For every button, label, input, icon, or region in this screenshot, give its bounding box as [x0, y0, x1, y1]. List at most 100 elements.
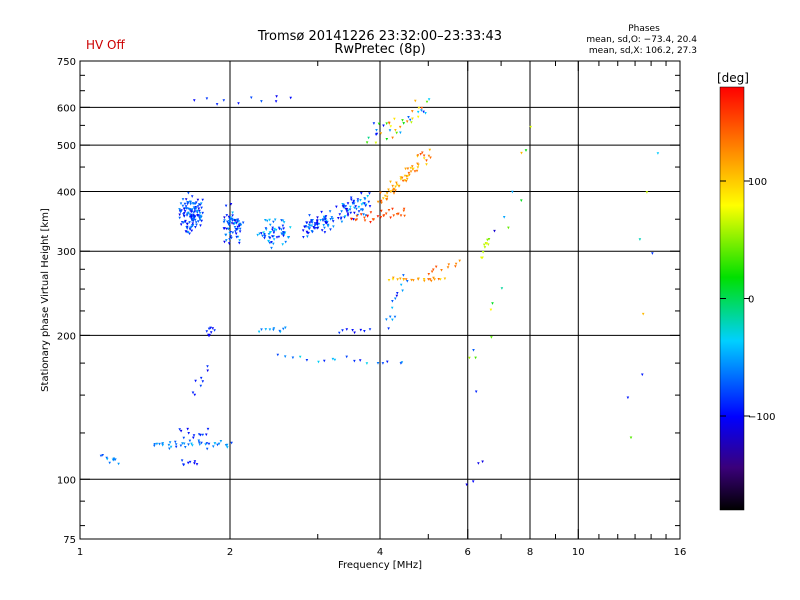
x-tick-label: 6 [465, 547, 471, 558]
data-point [367, 200, 371, 204]
data-point [355, 214, 359, 218]
data-point [487, 243, 490, 246]
data-point [188, 213, 192, 216]
data-point [465, 483, 468, 487]
data-point [275, 236, 279, 239]
data-point [389, 125, 393, 128]
data-point [224, 444, 228, 447]
data-point [406, 167, 410, 171]
data-point [346, 214, 350, 217]
data-point [270, 241, 273, 244]
data-point [272, 230, 276, 233]
data-point [284, 326, 287, 330]
data-point [238, 230, 242, 233]
data-point [193, 462, 196, 465]
data-point [194, 202, 197, 205]
data-point [169, 445, 173, 449]
data-point [217, 442, 221, 446]
data-point [404, 278, 408, 281]
data-point [381, 362, 385, 365]
data-point [362, 213, 365, 216]
data-point [412, 167, 415, 171]
data-point [198, 211, 202, 215]
data-point [402, 274, 405, 277]
data-point [272, 235, 275, 238]
data-point [275, 95, 278, 98]
x-tick-label: 16 [674, 547, 687, 558]
data-point [399, 277, 402, 281]
data-point [205, 97, 209, 100]
data-point [425, 100, 429, 104]
data-point [386, 360, 389, 364]
data-point [395, 213, 399, 216]
data-point [194, 221, 198, 224]
y-tick-label: 300 [57, 247, 76, 258]
data-point [416, 154, 420, 157]
data-point [394, 189, 397, 192]
data-point [190, 195, 194, 198]
data-points [99, 95, 660, 487]
data-point [369, 211, 373, 214]
y-axis-label: Stationary phase Virtual Height [km] [40, 208, 51, 392]
data-point [280, 232, 284, 235]
data-point [207, 442, 211, 446]
data-point [182, 463, 185, 466]
data-point [357, 205, 361, 209]
data-point [368, 205, 372, 208]
data-point [410, 278, 413, 282]
data-point [400, 361, 404, 364]
data-point [321, 218, 325, 221]
data-point [323, 231, 327, 234]
data-point [228, 231, 231, 235]
data-point [404, 180, 408, 183]
data-point [395, 183, 399, 187]
data-point [641, 312, 645, 316]
data-point [179, 444, 183, 448]
data-point [192, 434, 196, 437]
data-point [454, 265, 457, 268]
data-point [411, 110, 414, 113]
data-point [206, 427, 210, 431]
data-point [223, 240, 226, 244]
data-point [382, 124, 385, 128]
data-point [229, 217, 232, 221]
data-point [360, 203, 364, 206]
data-point [271, 228, 274, 232]
data-point [359, 213, 363, 216]
data-point [409, 170, 413, 173]
data-point [258, 232, 261, 236]
data-point [200, 219, 203, 223]
y-tick-label: 75 [63, 535, 76, 546]
data-point [191, 444, 194, 447]
data-point [225, 214, 229, 217]
data-point [223, 227, 226, 230]
data-point [316, 216, 319, 219]
data-point [385, 192, 389, 195]
data-point [430, 270, 434, 274]
data-point [263, 236, 266, 240]
data-point [191, 391, 195, 395]
data-point [323, 226, 326, 230]
data-point [276, 353, 280, 357]
y-tick-label: 200 [57, 331, 76, 342]
data-point [372, 122, 376, 125]
data-point [182, 436, 186, 440]
data-point [366, 195, 369, 198]
data-point [439, 278, 442, 281]
data-point [342, 205, 346, 208]
data-point [395, 294, 399, 298]
data-point [178, 428, 181, 431]
data-point [350, 198, 353, 202]
data-point [235, 228, 238, 231]
data-point [320, 229, 324, 232]
data-point [344, 207, 348, 211]
data-point [393, 117, 396, 121]
y-tick-label: 750 [57, 57, 76, 68]
data-point [656, 152, 660, 155]
data-point [331, 357, 335, 361]
data-point [335, 205, 338, 209]
data-point [194, 226, 197, 229]
data-point [357, 210, 361, 213]
data-point [198, 218, 202, 222]
data-point [529, 125, 532, 129]
